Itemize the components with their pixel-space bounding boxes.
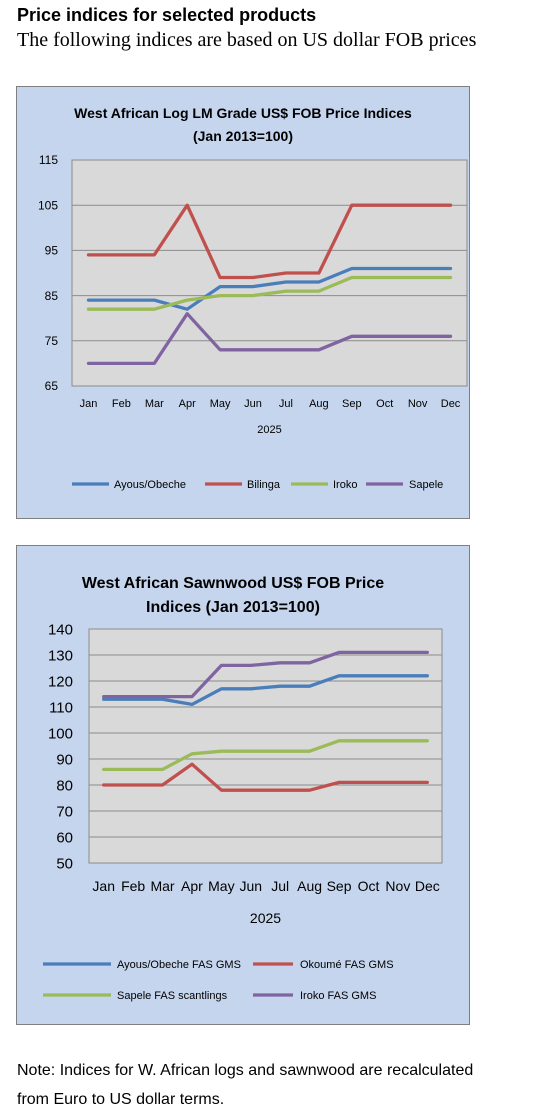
x-axis-label: 2025 — [250, 910, 281, 926]
x-axis-label: 2025 — [257, 424, 281, 436]
chart-title-line-2: Indices (Jan 2013=100) — [146, 599, 320, 616]
series-line-0 — [102, 674, 429, 707]
y-tick-label: 120 — [48, 673, 73, 690]
y-tick-label: 65 — [45, 379, 59, 393]
legend-label: Iroko — [333, 479, 357, 491]
x-tick-label: Dec — [441, 398, 461, 410]
chart-title-line-1: West African Sawnwood US$ FOB Price — [82, 575, 384, 592]
x-tick-label: Jan — [80, 398, 98, 410]
plot-area — [88, 628, 443, 864]
x-tick-label: Sep — [327, 878, 352, 894]
y-tick-label: 50 — [56, 855, 73, 872]
y-tick-label: 100 — [48, 725, 73, 742]
x-tick-label: May — [210, 398, 231, 410]
legend-label: Sapele — [409, 479, 443, 491]
series-line-3 — [86, 312, 453, 366]
x-tick-label: Jun — [244, 398, 262, 410]
legend-label: Iroko FAS GMS — [300, 990, 376, 1002]
y-tick-label: 110 — [49, 699, 73, 716]
y-tick-label: 140 — [48, 621, 73, 638]
x-tick-label: Apr — [181, 878, 203, 894]
y-tick-label: 75 — [45, 334, 59, 348]
x-tick-label: Feb — [121, 878, 145, 894]
sawnwood-price-chart: West African Sawnwood US$ FOB Price Indic… — [43, 575, 443, 1002]
y-tick-label: 60 — [56, 829, 73, 846]
legend-label: Okoumé FAS GMS — [300, 959, 394, 971]
x-tick-label: Apr — [179, 398, 196, 410]
x-tick-label: Aug — [297, 878, 322, 894]
series-line-2 — [102, 739, 429, 772]
x-tick-label: Mar — [150, 878, 174, 894]
sawnwood-price-chart-panel: West African Sawnwood US$ FOB Price Indic… — [16, 545, 470, 1025]
series-line-1 — [86, 203, 453, 280]
footnote: Note: Indices for W. African logs and sa… — [17, 1056, 557, 1114]
x-tick-label: Jul — [271, 878, 289, 894]
x-tick-label: Feb — [112, 398, 131, 410]
x-tick-label: Jan — [92, 878, 115, 894]
y-tick-label: 115 — [39, 153, 58, 167]
y-tick-label: 130 — [48, 647, 73, 664]
chart-title-line-2: (Jan 2013=100) — [193, 128, 293, 144]
y-tick-label: 85 — [45, 289, 59, 303]
legend-label: Ayous/Obeche FAS GMS — [117, 959, 241, 971]
x-tick-label: Oct — [358, 878, 380, 894]
x-tick-label: Jun — [240, 878, 263, 894]
series-line-3 — [102, 650, 429, 699]
y-tick-label: 95 — [45, 244, 59, 258]
x-tick-label: Nov — [408, 398, 428, 410]
log-price-chart-panel: West African Log LM Grade US$ FOB Price … — [16, 86, 470, 519]
x-tick-label: Mar — [145, 398, 164, 410]
y-tick-label: 90 — [56, 751, 73, 768]
x-tick-label: Nov — [385, 878, 410, 894]
y-tick-label: 70 — [56, 803, 73, 820]
footnote-line-1: Note: Indices for W. African logs and sa… — [17, 1062, 474, 1079]
legend-label: Ayous/Obeche — [114, 479, 186, 491]
plot-area — [71, 159, 468, 387]
x-tick-label: Aug — [309, 398, 329, 410]
series-line-2 — [86, 275, 453, 311]
chart-title-line-1: West African Log LM Grade US$ FOB Price … — [74, 105, 412, 121]
series-line-0 — [86, 266, 453, 311]
x-tick-label: Oct — [376, 398, 393, 410]
log-price-chart: West African Log LM Grade US$ FOB Price … — [38, 105, 468, 491]
section-heading: Price indices for selected products — [17, 5, 317, 25]
legend-label: Sapele FAS scantlings — [117, 990, 228, 1002]
y-tick-label: 105 — [38, 198, 58, 212]
legend-label: Bilinga — [247, 479, 281, 491]
x-tick-label: May — [208, 878, 234, 894]
y-tick-label: 80 — [56, 777, 73, 794]
x-tick-label: Jul — [279, 398, 293, 410]
series-line-1 — [102, 762, 429, 792]
x-tick-label: Dec — [415, 878, 440, 894]
x-tick-label: Sep — [342, 398, 362, 410]
section-subheading: The following indices are based on US do… — [17, 29, 477, 51]
footnote-line-2: from Euro to US dollar terms. — [17, 1091, 225, 1108]
